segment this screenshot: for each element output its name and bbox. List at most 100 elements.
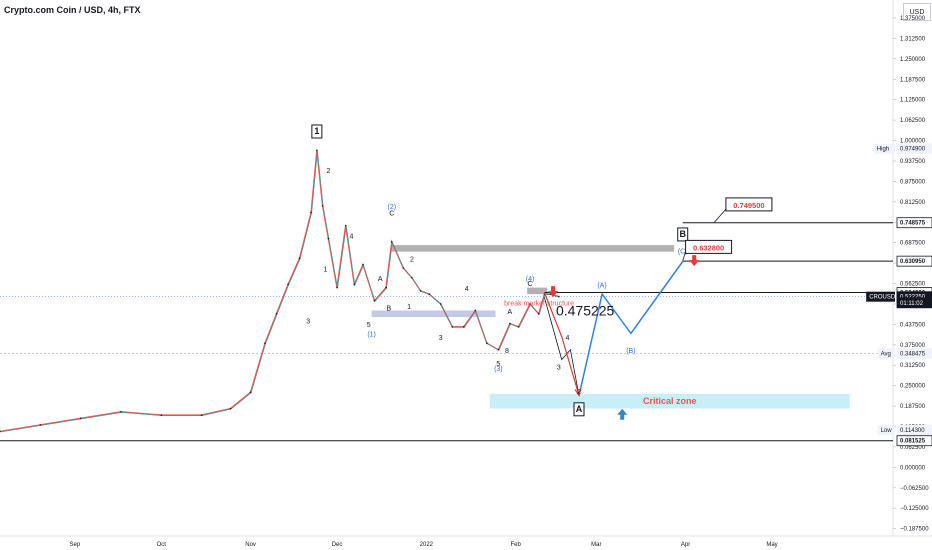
price-point bbox=[411, 277, 413, 279]
wave-label: (A) bbox=[597, 283, 606, 290]
chart-grid bbox=[0, 0, 932, 537]
price-point bbox=[362, 263, 364, 266]
time-tick-label: 2022 bbox=[420, 542, 434, 548]
price-point bbox=[385, 286, 387, 289]
price-tag-value: 0.974900 bbox=[900, 147, 926, 153]
wave-label: (3) bbox=[494, 366, 503, 373]
price-tick-label: 0.062500 bbox=[900, 445, 926, 451]
chart-time-axis[interactable]: Sep Oct Nov Dec 2022 Feb Mar Apr May bbox=[70, 542, 778, 548]
price-tick-label: 0.375000 bbox=[900, 343, 926, 349]
price-tick-label: 1.187500 bbox=[900, 77, 926, 83]
chart-horizontal-lines bbox=[0, 222, 893, 442]
wave-label: 4 bbox=[465, 286, 469, 293]
wave-label: B bbox=[387, 305, 392, 312]
time-tick-label: May bbox=[766, 542, 777, 548]
price-tick-label: 1.000000 bbox=[900, 139, 926, 145]
wave-label: C bbox=[528, 281, 533, 288]
target-label-0632800-box bbox=[685, 239, 733, 254]
time-tick-label: Mar bbox=[591, 542, 601, 548]
price-point bbox=[249, 391, 252, 393]
time-tick-label: Sep bbox=[70, 542, 81, 548]
price-tick-label: 0.250000 bbox=[900, 384, 926, 390]
price-tick-label: 1.375000 bbox=[900, 16, 926, 22]
price-point bbox=[264, 342, 266, 344]
wave-label: 3 bbox=[557, 364, 561, 371]
price-tag-box bbox=[896, 435, 932, 447]
arrow-down-icon bbox=[689, 255, 700, 267]
price-point bbox=[79, 417, 82, 420]
price-point bbox=[428, 293, 431, 295]
price-tick-label: 1.062500 bbox=[900, 118, 926, 124]
price-point bbox=[402, 267, 405, 269]
price-tick-label: 0.562500 bbox=[900, 282, 926, 288]
chart-price-tags: 0.974900High0.7485750.6309500.5349000.52… bbox=[866, 143, 932, 447]
price-point bbox=[497, 348, 500, 351]
price-tag-value: 0.348475 bbox=[900, 351, 926, 357]
support-zone bbox=[371, 310, 496, 318]
price-tick-label: 0.812500 bbox=[900, 200, 926, 206]
price-line-shadow bbox=[0, 150, 560, 433]
projection-red-path bbox=[543, 292, 580, 396]
price-tag-label-box bbox=[877, 425, 895, 436]
wave-label: C bbox=[389, 211, 394, 218]
wave-label: (4) bbox=[526, 276, 535, 283]
price-point bbox=[327, 237, 330, 240]
wave-b-label: B bbox=[679, 229, 686, 239]
wave-label: 2 bbox=[326, 168, 330, 175]
price-point bbox=[287, 283, 289, 286]
price-point bbox=[419, 290, 422, 292]
target-label-0749500: 0.749500 bbox=[733, 201, 764, 210]
price-point bbox=[529, 303, 531, 305]
wave-1-label: 1 bbox=[314, 126, 319, 136]
price-tag-value: 01:11:02 bbox=[900, 301, 924, 307]
price-tag-box bbox=[896, 255, 932, 267]
price-tick-label: 0.437500 bbox=[900, 322, 926, 328]
price-tag-label-box bbox=[866, 291, 895, 302]
price-tick-label: 1.250000 bbox=[900, 57, 926, 63]
price-tag-box bbox=[896, 424, 932, 436]
wave-label: 8 bbox=[505, 348, 509, 355]
price-point bbox=[298, 257, 301, 259]
wave-1-label-box bbox=[311, 124, 323, 139]
price-point bbox=[39, 424, 42, 426]
price-tag: 0.974900 High bbox=[873, 143, 932, 155]
wave-label: A bbox=[508, 309, 513, 316]
chart-price-axis[interactable]: 1.375000 1.312500 1.250000 1.187500 1.125000… bbox=[893, 16, 929, 533]
price-tick-label: −0.125000 bbox=[900, 506, 929, 512]
projection-blue-path bbox=[578, 261, 684, 396]
price-tick-label: 1.125000 bbox=[900, 98, 926, 104]
currency-button[interactable]: USD bbox=[903, 3, 931, 21]
time-tick-label: Dec bbox=[332, 542, 343, 548]
wave-label: 4 bbox=[349, 234, 353, 241]
price-line bbox=[0, 150, 559, 433]
price-tag: 0.748575 bbox=[896, 217, 932, 229]
price-tag-label: CROUSD bbox=[869, 295, 896, 301]
time-tick-label: Apr bbox=[681, 542, 690, 548]
price-tick-label: 0.187500 bbox=[900, 404, 926, 410]
chart-zones: Critical zone bbox=[371, 245, 850, 409]
price-tick-label: −0.187500 bbox=[900, 527, 929, 533]
wave-label: 3 bbox=[439, 335, 443, 342]
price-tick-label: 0.937500 bbox=[900, 159, 926, 165]
price-tag-box bbox=[896, 217, 932, 229]
price-point bbox=[344, 224, 347, 227]
price-point bbox=[316, 149, 318, 152]
wave-label: (B) bbox=[626, 348, 635, 355]
big-price-annotation: 0.475225 bbox=[556, 302, 615, 318]
price-point bbox=[537, 312, 540, 315]
price-tag-label-box bbox=[877, 348, 895, 359]
wave-label: (C) bbox=[678, 248, 688, 255]
wave-label: A bbox=[378, 276, 383, 283]
price-point bbox=[517, 326, 520, 328]
price-point bbox=[373, 299, 376, 302]
critical-zone-label: Critical zone bbox=[643, 396, 697, 406]
price-tick-label: 0.875000 bbox=[900, 179, 926, 185]
projection-arrowhead bbox=[574, 388, 582, 397]
price-tag: 0.630950 bbox=[896, 255, 932, 267]
price-point bbox=[451, 326, 454, 328]
price-point bbox=[486, 342, 488, 344]
wave-a-label-box bbox=[573, 402, 585, 417]
price-point bbox=[321, 205, 324, 207]
